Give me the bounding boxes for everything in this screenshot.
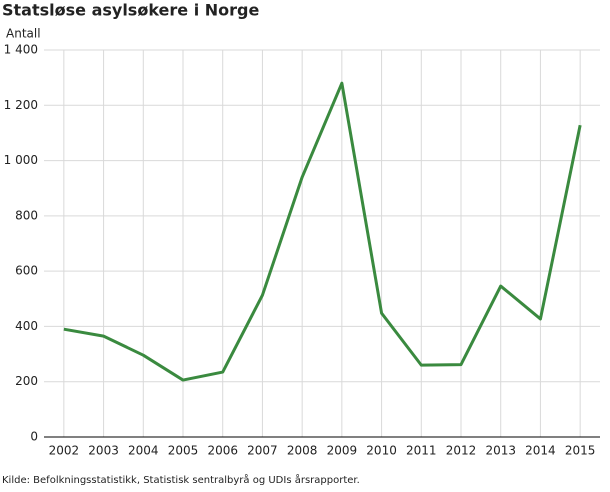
y-tick-label: 1 000 xyxy=(4,153,38,167)
y-tick-label: 0 xyxy=(30,430,38,444)
x-tick-label: 2010 xyxy=(366,444,397,458)
source: Kilde: Befolkningsstatistikk, Statistisk… xyxy=(2,473,360,486)
y-axis-label: Antall xyxy=(6,27,41,41)
x-tick-label: 2008 xyxy=(287,444,318,458)
x-tick-label: 2003 xyxy=(88,444,119,458)
x-tick-label: 2015 xyxy=(565,444,596,458)
x-tick-label: 2005 xyxy=(168,444,199,458)
y-tick-label: 200 xyxy=(15,374,38,388)
x-tick-label: 2014 xyxy=(525,444,556,458)
y-tick-label: 1 200 xyxy=(4,98,38,112)
x-tick-label: 2013 xyxy=(485,444,516,458)
y-tick-label: 600 xyxy=(15,264,38,278)
x-tick-label: 2009 xyxy=(327,444,358,458)
x-tick-label: 2011 xyxy=(406,444,437,458)
y-tick-label: 1 400 xyxy=(4,43,38,57)
x-tick-label: 2007 xyxy=(247,444,278,458)
x-tick-label: 2006 xyxy=(207,444,238,458)
x-tick-label: 2004 xyxy=(128,444,159,458)
y-tick-label: 400 xyxy=(15,319,38,333)
x-tick-label: 2002 xyxy=(49,444,80,458)
y-tick-label: 800 xyxy=(15,208,38,222)
line-series xyxy=(63,81,582,382)
x-tick-label: 2012 xyxy=(446,444,477,458)
chart-title: Statsløse asylsøkere i Norge xyxy=(2,1,259,20)
